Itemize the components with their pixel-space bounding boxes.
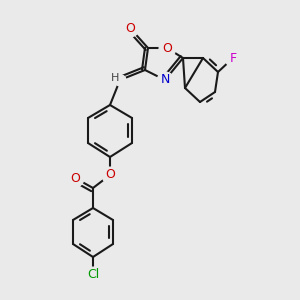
Text: Cl: Cl: [87, 268, 99, 281]
Text: N: N: [160, 74, 170, 86]
Text: O: O: [125, 22, 135, 34]
Text: F: F: [230, 52, 237, 64]
Text: O: O: [162, 41, 172, 55]
Text: O: O: [105, 169, 115, 182]
Text: O: O: [70, 172, 80, 184]
Text: H: H: [110, 74, 119, 83]
